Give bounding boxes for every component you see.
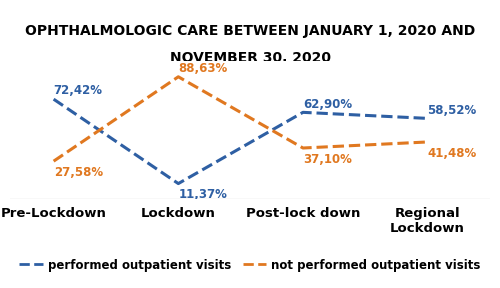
Legend: performed outpatient visits, not performed outpatient visits: performed outpatient visits, not perform… (14, 254, 486, 277)
Text: 88,63%: 88,63% (178, 62, 228, 75)
Text: Regional
Lockdown: Regional Lockdown (390, 207, 465, 235)
Text: NOVEMBER 30, 2020: NOVEMBER 30, 2020 (170, 51, 330, 65)
Text: Pre-Lockdown: Pre-Lockdown (0, 207, 106, 220)
Text: 37,10%: 37,10% (303, 153, 352, 166)
Text: 58,52%: 58,52% (428, 104, 476, 117)
Text: Lockdown: Lockdown (141, 207, 216, 220)
Text: 27,58%: 27,58% (54, 166, 103, 179)
Text: Post-lock down: Post-lock down (246, 207, 360, 220)
Text: 62,90%: 62,90% (303, 98, 352, 111)
Text: 41,48%: 41,48% (428, 147, 477, 160)
Text: 72,42%: 72,42% (54, 84, 102, 97)
Text: OPHTHALMOLOGIC CARE BETWEEN JANUARY 1, 2020 AND: OPHTHALMOLOGIC CARE BETWEEN JANUARY 1, 2… (25, 24, 475, 38)
Text: 11,37%: 11,37% (178, 188, 228, 201)
